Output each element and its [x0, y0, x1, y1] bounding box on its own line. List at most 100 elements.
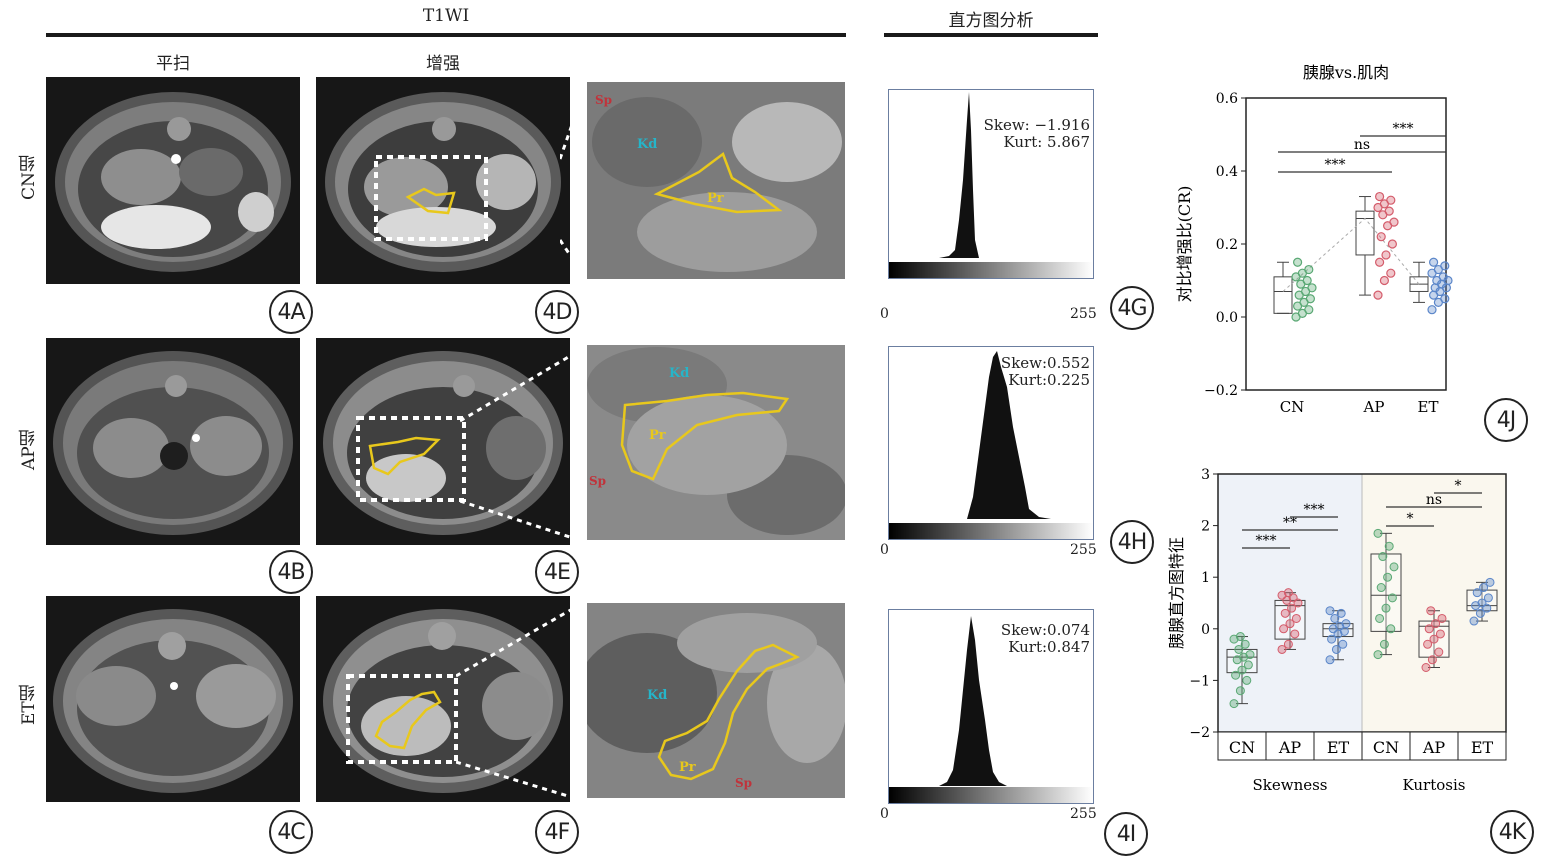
- row-label-cn: CN组: [19, 155, 39, 200]
- kurt-value-cn: Kurt: 5.867: [1003, 133, 1091, 151]
- chart-4k: 3 2 1 0 −1 −2 胰腺直方图特征 CN AP ET CN AP ET Skewness Kurto…: [1167, 467, 1507, 794]
- data-point-cn: [1307, 283, 1317, 293]
- data-point: [1285, 619, 1295, 629]
- group-label-kurtosis: Kurtosis: [1403, 776, 1466, 794]
- zoom-connector-cn: [560, 78, 590, 283]
- hist-min-et: 0: [880, 806, 889, 822]
- box-ap: [1355, 210, 1375, 256]
- data-point: [1378, 552, 1388, 562]
- data-point: [1373, 528, 1383, 538]
- data-point: [1477, 598, 1487, 608]
- zoom-connector-ap: [460, 347, 583, 543]
- hist-stats-ap: Skew:0.552 Kurt:0.225: [940, 355, 1090, 389]
- data-point: [1376, 583, 1386, 593]
- data-point-et: [1438, 272, 1448, 282]
- data-point-ap: [1373, 290, 1383, 300]
- data-point: [1431, 619, 1441, 629]
- data-point-ap: [1389, 217, 1399, 227]
- data-point: [1434, 647, 1444, 657]
- x-tick-label-cn: CN: [1373, 738, 1399, 757]
- data-point: [1283, 588, 1293, 598]
- mri-enhanced-et: [316, 596, 570, 802]
- enhanced-header: 增强: [426, 54, 460, 74]
- zoom-label-sp-et: Sp: [735, 776, 752, 790]
- y-tick-label: 0.0: [1216, 310, 1238, 326]
- data-point: [1283, 639, 1293, 649]
- data-point: [1437, 613, 1447, 623]
- panel-tag-4f: 4F: [535, 810, 579, 854]
- data-point: [1325, 606, 1335, 616]
- y-tick-label: −2: [1189, 725, 1210, 741]
- t1wi-rule: [46, 33, 846, 37]
- data-point: [1381, 603, 1391, 613]
- hist-max-ap: 255: [1070, 542, 1097, 558]
- hist-stats-et: Skew:0.074 Kurt:0.847: [940, 622, 1090, 656]
- data-point: [1336, 608, 1346, 618]
- y-tick-label: 0.2: [1216, 237, 1238, 253]
- x-tick-label-et: ET: [1327, 738, 1350, 757]
- significance-label: ***: [1393, 121, 1414, 137]
- histogram-et: [888, 609, 1094, 804]
- data-point: [1435, 629, 1445, 639]
- skew-value-cn: Skew: −1.916: [983, 116, 1090, 134]
- data-point: [1423, 639, 1433, 649]
- data-point-cn: [1293, 257, 1303, 267]
- zoom-label-kd-cn: Kd: [637, 137, 657, 152]
- data-point: [1231, 670, 1241, 680]
- data-point: [1421, 663, 1431, 672]
- x-category-cell: [1265, 731, 1315, 761]
- data-point: [1379, 639, 1389, 649]
- y-tick-label: −0.2: [1204, 383, 1238, 399]
- data-point: [1325, 655, 1335, 665]
- data-point: [1237, 665, 1247, 675]
- skew-value-ap: Skew:0.552: [1000, 354, 1090, 372]
- significance-label: *: [1407, 511, 1414, 527]
- x-tick-label-et: ET: [1418, 398, 1439, 416]
- data-point: [1290, 629, 1300, 639]
- y-tick-label: 0.6: [1216, 91, 1238, 107]
- data-point: [1479, 583, 1489, 593]
- data-point: [1472, 588, 1482, 598]
- data-point: [1485, 577, 1495, 587]
- panel-tag-4g: 4G: [1110, 286, 1154, 330]
- significance-label: ***: [1304, 502, 1325, 518]
- hist-min-cn: 0: [880, 306, 889, 322]
- data-point-et: [1427, 305, 1437, 315]
- y-axis-label: 对比增强比(CR): [1175, 186, 1194, 303]
- box-cn: [1273, 276, 1293, 314]
- data-point: [1429, 634, 1439, 644]
- panel-tag-4b: 4B: [269, 550, 313, 594]
- kurt-value-et: Kurt:0.847: [1008, 638, 1090, 656]
- t1wi-header: T1WI: [422, 6, 470, 26]
- data-point: [1373, 650, 1383, 660]
- x-tick-label-cn: CN: [1229, 738, 1255, 757]
- mri-plain-ap: [46, 338, 300, 545]
- chart-title: 胰腺vs.肌肉: [1303, 63, 1389, 82]
- data-point-cn: [1305, 294, 1315, 304]
- histogram-header: 直方图分析: [948, 11, 1034, 31]
- data-point: [1483, 593, 1493, 603]
- y-tick-label: 0: [1201, 622, 1210, 638]
- x-tick-label-ap: AP: [1422, 738, 1446, 757]
- kurt-value-ap: Kurt:0.225: [1008, 371, 1090, 389]
- zoom-label-sp-ap: Sp: [589, 474, 606, 488]
- y-tick-label: 1: [1201, 570, 1210, 586]
- data-point: [1387, 593, 1397, 603]
- significance-label: ns: [1426, 492, 1442, 508]
- panel-tag-4i: 4I: [1104, 812, 1148, 856]
- zoom-panel-et: Kd Pr Sp: [587, 603, 845, 798]
- x-tick-label-ap: AP: [1278, 738, 1302, 757]
- plot-frame: [1245, 97, 1447, 391]
- y-tick-label: 3: [1201, 467, 1210, 483]
- mri-plain-et: [46, 596, 300, 802]
- significance-label: **: [1283, 515, 1297, 531]
- mri-enhanced-ap: [316, 338, 570, 545]
- hist-stats-cn: Skew: −1.916 Kurt: 5.867: [940, 117, 1090, 151]
- data-point: [1469, 616, 1479, 626]
- row-label-ap: AP组: [19, 429, 39, 470]
- zoom-panel-ap: Kd Pr Sp: [587, 345, 845, 540]
- x-category-cell: [1457, 731, 1507, 761]
- data-point-et: [1440, 294, 1450, 304]
- data-point: [1280, 608, 1290, 618]
- panel-tag-4e: 4E: [535, 550, 579, 594]
